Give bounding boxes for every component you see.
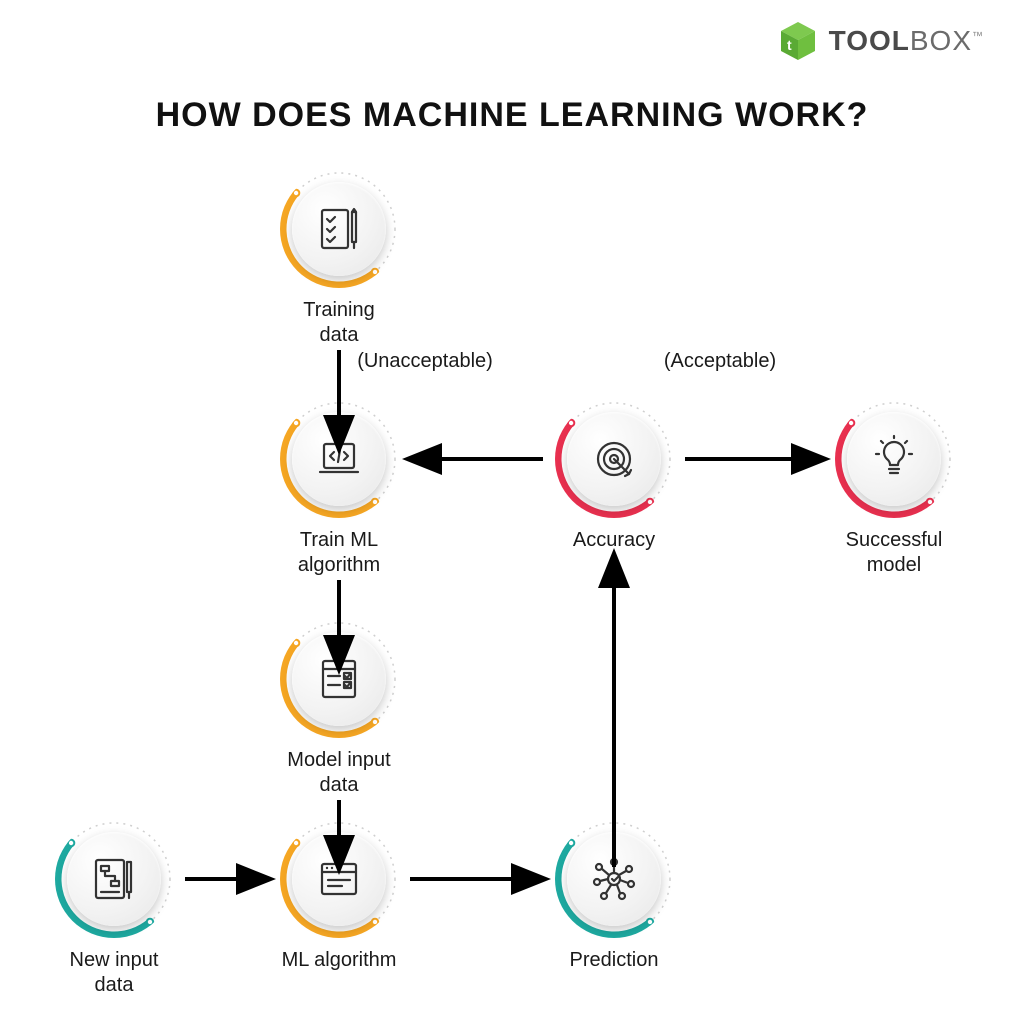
medallion	[280, 400, 398, 518]
medallion	[280, 820, 398, 938]
node-prediction: Prediction	[555, 820, 673, 973]
medallion	[555, 820, 673, 938]
medallion	[280, 170, 398, 288]
diagram-canvas: Trainingdata Train MLalgorithm Model inp…	[0, 0, 1024, 1024]
code-laptop-icon	[314, 434, 364, 484]
checklist-icon	[314, 204, 364, 254]
medallion	[835, 400, 953, 518]
node-model-input: Model inputdata	[280, 620, 398, 798]
target-icon	[589, 434, 639, 484]
edge-label: (Acceptable)	[664, 350, 776, 373]
flow-doc-icon	[89, 854, 139, 904]
disc	[292, 182, 386, 276]
disc	[292, 632, 386, 726]
node-label: ML algorithm	[259, 948, 419, 973]
form-icon	[314, 654, 364, 704]
node-label: Successfulmodel	[814, 528, 974, 578]
node-label: Train MLalgorithm	[259, 528, 419, 578]
node-accuracy: Accuracy	[555, 400, 673, 553]
node-successful: Successfulmodel	[835, 400, 953, 578]
node-label: Model inputdata	[259, 748, 419, 798]
disc	[67, 832, 161, 926]
edge-label: (Unacceptable)	[357, 350, 493, 373]
node-label: Trainingdata	[259, 298, 419, 348]
node-label: Prediction	[534, 948, 694, 973]
node-label: New inputdata	[34, 948, 194, 998]
disc	[567, 412, 661, 506]
node-label: Accuracy	[534, 528, 694, 553]
window-icon	[314, 854, 364, 904]
disc	[292, 412, 386, 506]
disc	[847, 412, 941, 506]
bulb-icon	[869, 434, 919, 484]
node-train-ml: Train MLalgorithm	[280, 400, 398, 578]
medallion	[555, 400, 673, 518]
node-training-data: Trainingdata	[280, 170, 398, 348]
medallion	[55, 820, 173, 938]
network-icon	[589, 854, 639, 904]
medallion	[280, 620, 398, 738]
disc	[567, 832, 661, 926]
node-ml-algorithm: ML algorithm	[280, 820, 398, 973]
node-new-input: New inputdata	[55, 820, 173, 998]
disc	[292, 832, 386, 926]
